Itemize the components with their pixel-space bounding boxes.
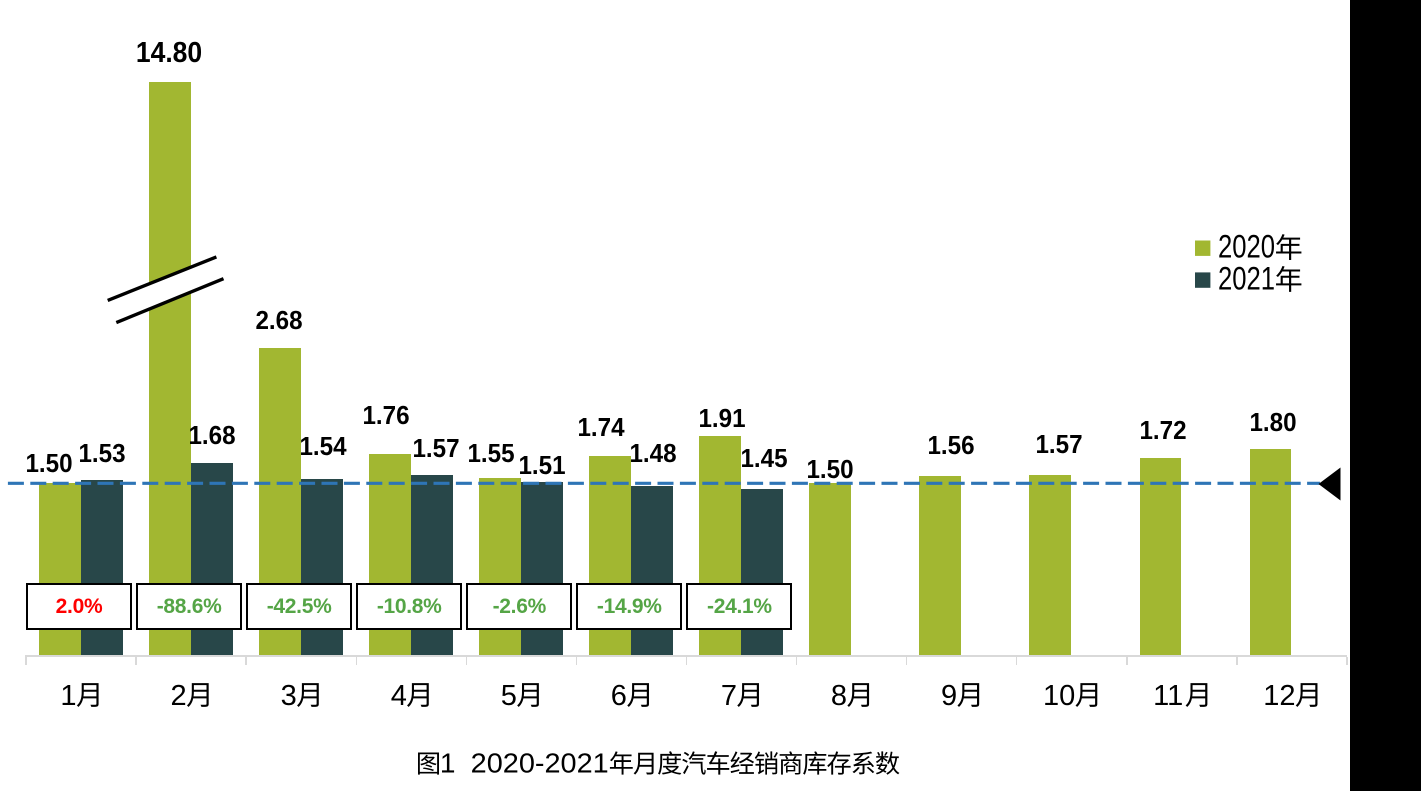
svg-text:8: 8 [831, 680, 847, 712]
svg-text:12: 12 [1263, 680, 1295, 712]
svg-text:5: 5 [501, 680, 517, 712]
svg-text:9: 9 [941, 680, 957, 712]
svg-text:4: 4 [391, 680, 407, 712]
svg-text:11: 11 [1153, 680, 1183, 712]
svg-text:2020: 2020 [1218, 229, 1275, 265]
svg-text:7: 7 [721, 680, 737, 712]
svg-text:1: 1 [440, 748, 456, 779]
svg-text:2: 2 [171, 680, 187, 712]
svg-text:3: 3 [281, 680, 297, 712]
svg-text:6: 6 [611, 680, 627, 712]
svg-text:10: 10 [1043, 680, 1075, 712]
svg-text:1: 1 [60, 680, 76, 712]
svg-text:2021: 2021 [1218, 261, 1275, 297]
svg-text:2020-2021: 2020-2021 [471, 748, 609, 779]
